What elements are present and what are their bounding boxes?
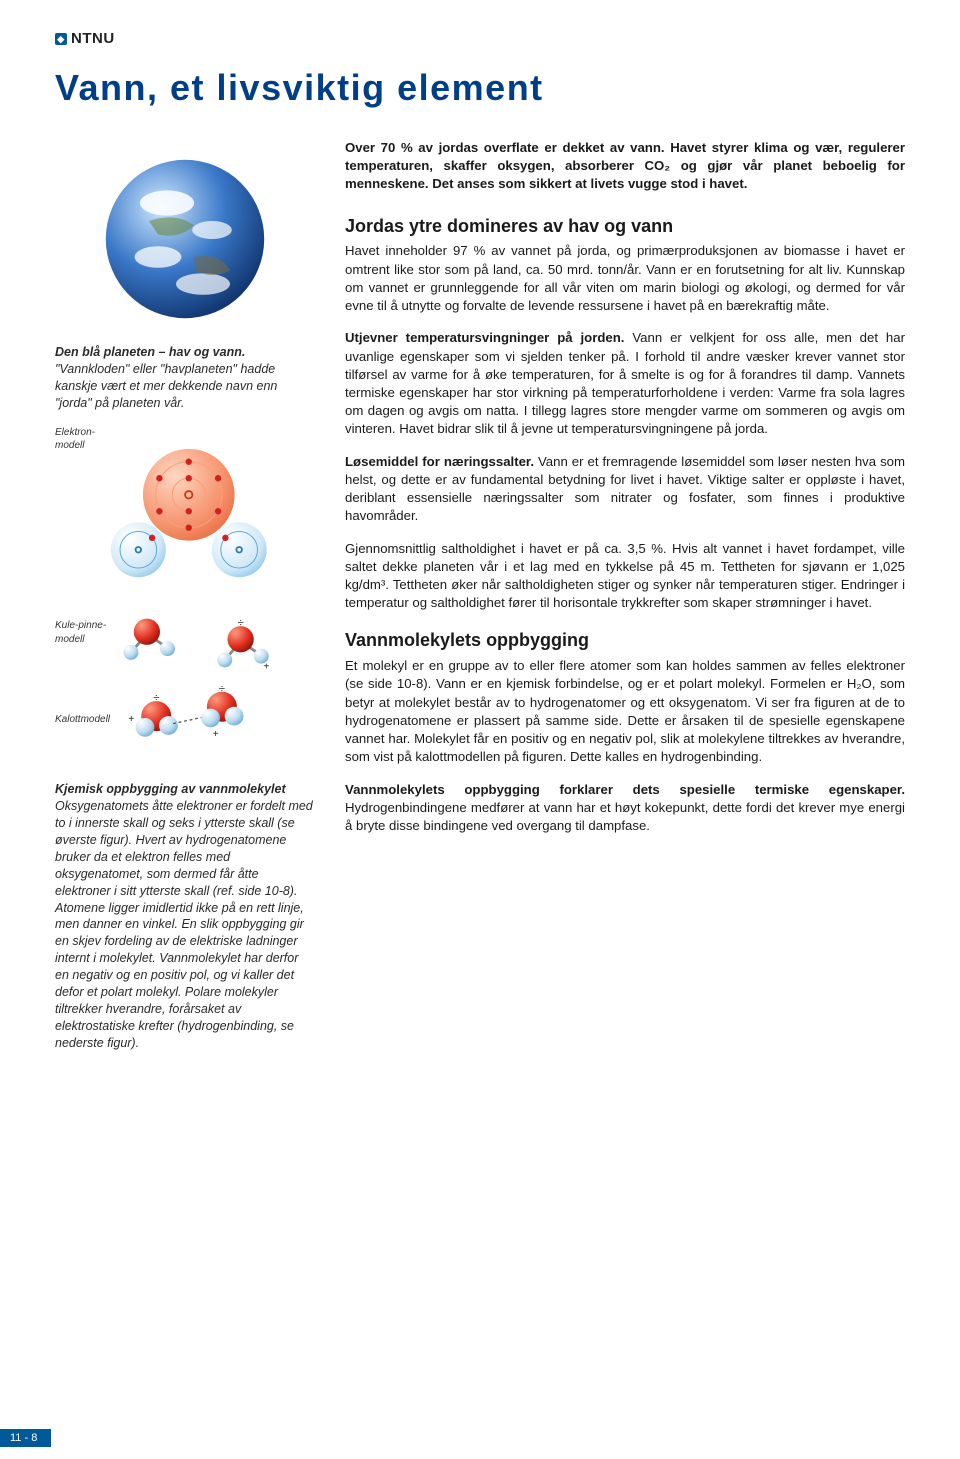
molecule-models-diagram: Kule-pinne-modell Kalottmodell bbox=[55, 613, 315, 763]
svg-text:÷: ÷ bbox=[219, 683, 225, 695]
heading-vannmolekylets: Vannmolekylets oppbygging bbox=[345, 628, 905, 653]
main-column: Over 70 % av jordas overflate er dekket … bbox=[345, 139, 905, 1065]
ntnu-logo: ◆NTNU bbox=[55, 30, 905, 47]
svg-text:÷: ÷ bbox=[238, 618, 244, 630]
svg-text:+: + bbox=[128, 714, 134, 725]
paragraph-saltholdighet: Gjennomsnittlig saltholdighet i havet er… bbox=[345, 540, 905, 613]
chemistry-caption: Kjemisk oppbygging av vannmolekylet Oksy… bbox=[55, 781, 315, 1051]
intro-paragraph: Over 70 % av jordas overflate er dekket … bbox=[345, 139, 905, 194]
sidebar-column: Den blå planeten – hav og vann. "Vannklo… bbox=[55, 139, 315, 1065]
paragraph-termiske: Vannmolekylets oppbygging forklarer dets… bbox=[345, 781, 905, 836]
earth-illustration bbox=[95, 149, 275, 329]
page-number: 11 - 8 bbox=[0, 1429, 51, 1447]
svg-text:+: + bbox=[263, 662, 269, 673]
svg-text:+: + bbox=[213, 729, 219, 740]
heading-jordas-ytre: Jordas ytre domineres av hav og vann bbox=[345, 214, 905, 239]
page-title: Vann, et livsviktig element bbox=[55, 67, 905, 109]
electron-model-diagram: Elektron-modell bbox=[55, 426, 315, 596]
svg-text:÷: ÷ bbox=[153, 693, 159, 705]
logo-square-icon: ◆ bbox=[55, 33, 67, 45]
paragraph-havet-97: Havet inneholder 97 % av vannet på jorda… bbox=[345, 242, 905, 315]
paragraph-losemiddel: Løsemiddel for næringssalter. Vann er et… bbox=[345, 453, 905, 526]
earth-caption: Den blå planeten – hav og vann. "Vannklo… bbox=[55, 344, 315, 412]
paragraph-molekyl: Et molekyl er en gruppe av to eller fler… bbox=[345, 657, 905, 766]
paragraph-utjevner: Utjevner temperatursvingninger på jorden… bbox=[345, 329, 905, 438]
